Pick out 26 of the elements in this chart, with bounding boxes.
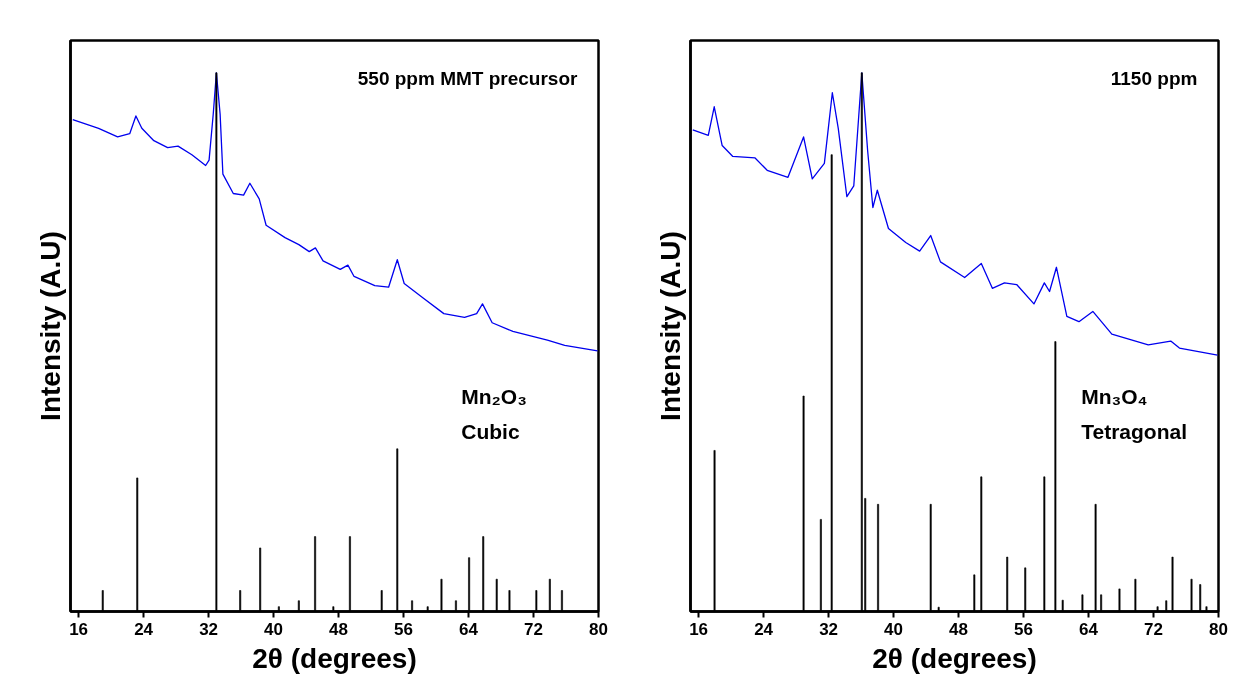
x-tick-label: 40 bbox=[884, 619, 904, 639]
x-tick-label: 72 bbox=[1144, 619, 1163, 639]
annotation: 1150 ppm bbox=[1110, 67, 1198, 89]
x-axis-title: 2θ (degrees) bbox=[252, 642, 417, 674]
x-tick-label: 32 bbox=[199, 619, 219, 639]
x-tick-label: 40 bbox=[264, 619, 284, 639]
x-tick-label: 80 bbox=[589, 619, 608, 639]
series-label: Mn₃O₄ Tetragonal bbox=[1081, 385, 1188, 443]
x-tick-label: 48 bbox=[949, 619, 969, 639]
x-tick-label: 16 bbox=[689, 619, 709, 639]
x-axis-title: 2θ (degrees) bbox=[872, 642, 1037, 674]
x-tick-label: 48 bbox=[329, 619, 349, 639]
x-tick-label: 24 bbox=[134, 619, 154, 639]
x-tick-label: 16 bbox=[69, 619, 89, 639]
y-axis-title: Intensity (A.U) bbox=[34, 231, 66, 421]
x-tick-label: 64 bbox=[459, 619, 479, 639]
x-tick-label: 32 bbox=[819, 619, 839, 639]
x-tick-label: 56 bbox=[394, 619, 414, 639]
x-tick-label: 64 bbox=[1079, 619, 1099, 639]
annotation: 550 ppm MMT precursor bbox=[357, 67, 578, 89]
text: Mn₂O₃ Cubic bbox=[461, 385, 527, 443]
x-tick-label: 24 bbox=[754, 619, 774, 639]
x-tick-label: 72 bbox=[524, 619, 543, 639]
y-axis-title: Intensity (A.U) bbox=[654, 231, 686, 421]
x-tick-label: 56 bbox=[1014, 619, 1034, 639]
x-tick-label: 80 bbox=[1209, 619, 1228, 639]
